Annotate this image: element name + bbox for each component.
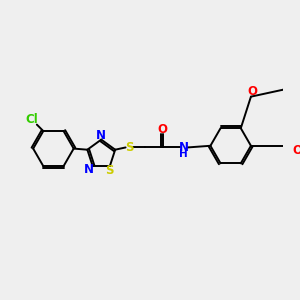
Text: O: O <box>247 85 257 98</box>
Text: S: S <box>125 141 134 154</box>
Text: N: N <box>84 163 94 176</box>
Text: O: O <box>158 123 168 136</box>
Text: N: N <box>96 129 106 142</box>
Text: H: H <box>179 148 188 159</box>
Text: S: S <box>106 164 114 177</box>
Text: N: N <box>178 141 188 154</box>
Text: Cl: Cl <box>26 113 38 126</box>
Text: O: O <box>292 144 300 157</box>
